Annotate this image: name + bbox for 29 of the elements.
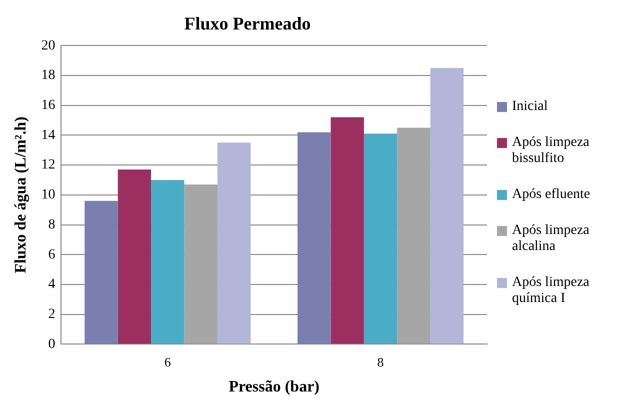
bar [397,128,430,344]
legend-label: Após limpeza química I [512,274,590,306]
y-tick-label: 20 [41,38,56,54]
y-tick-label: 16 [41,98,56,113]
bar [364,134,398,344]
bar [330,117,364,344]
y-tick-label: 8 [48,217,56,232]
y-tick-label: 6 [48,247,56,262]
y-tick-label: 2 [48,307,56,322]
y-tick-label: 18 [41,68,56,84]
legend-label: Após efluente [512,186,590,202]
y-tick-label: 14 [41,128,56,143]
bar [118,170,152,344]
bar [151,180,184,344]
y-tick-label: 12 [41,158,56,173]
y-tick-label: 0 [48,336,56,352]
bar [298,132,331,344]
legend-label: Após limpeza alcalina [512,222,590,254]
x-axis-title: Pressão (bar) [228,378,320,396]
y-tick-label: 4 [48,277,56,292]
y-tick-label: 10 [41,188,56,203]
y-axis-title: Fluxo de água (L/m².h) [12,116,30,274]
bar [184,184,218,344]
chart-title: Fluxo Permeado [184,13,311,34]
bar [217,142,251,344]
bar [430,68,464,344]
legend-label: Inicial [512,98,548,114]
bar [84,200,118,344]
legend-label: Após limpeza bissulfito [512,134,590,166]
